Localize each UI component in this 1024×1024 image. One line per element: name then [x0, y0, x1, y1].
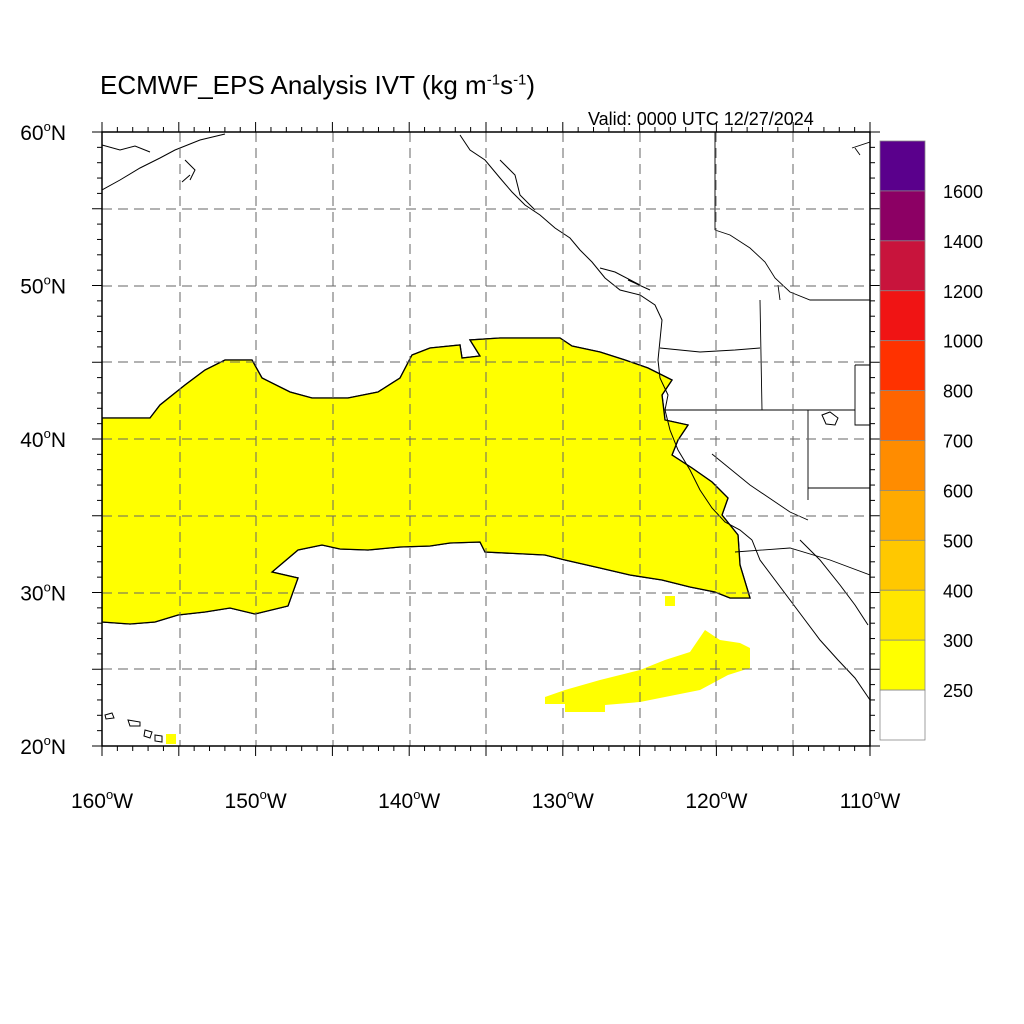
colorbar-label: 700 — [943, 432, 973, 452]
axis-tick-label: 20oN — [20, 733, 66, 759]
chart-title: ECMWF_EPS Analysis IVT (kg m-1s-1) — [100, 70, 536, 100]
axis-tick-label: 40oN — [20, 426, 66, 452]
axis-tick-label: 50oN — [20, 273, 66, 299]
axis-ticks — [92, 122, 880, 756]
colorbar-swatch — [879, 490, 926, 541]
axis-tick-label: 120oW — [685, 787, 747, 813]
coastline-north — [102, 133, 669, 411]
axis-tick-label: 150oW — [225, 787, 287, 813]
colorbar-swatch — [879, 689, 926, 741]
colorbar-label: 1600 — [943, 182, 983, 202]
axis-tick-label: 60oN — [20, 119, 66, 145]
gridlines — [102, 132, 870, 746]
ivt-patch — [665, 596, 675, 606]
hawaii-islands — [104, 712, 163, 743]
colorbar-swatch — [879, 340, 926, 391]
colorbar-swatch — [879, 390, 926, 441]
colorbar-label: 300 — [943, 631, 973, 651]
axis-tick-label: 130oW — [532, 787, 594, 813]
colorbar: 1600 1400 1200 1000 800 700 600 500 400 300 250 — [879, 140, 983, 741]
colorbar-swatch — [879, 639, 926, 691]
colorbar-swatch — [879, 539, 926, 591]
colorbar-label: 600 — [943, 481, 973, 501]
valid-time: Valid: 0000 UTC 12/27/2024 — [588, 109, 814, 129]
longitude-labels: 160oW 150oW 140oW 130oW 120oW 110oW — [71, 787, 901, 813]
ivt-patch — [166, 734, 176, 744]
latitude-labels: 60oN 50oN 40oN 30oN 20oN — [20, 119, 66, 759]
coastline-south — [664, 409, 870, 701]
colorbar-label: 1000 — [943, 332, 983, 352]
axis-tick-label: 30oN — [20, 580, 66, 606]
colorbar-swatch — [879, 190, 926, 242]
colorbar-label: 1200 — [943, 282, 983, 302]
axis-tick-label: 140oW — [378, 787, 440, 813]
borders — [659, 132, 870, 576]
axis-tick-label: 110oW — [840, 787, 901, 813]
colorbar-label: 400 — [943, 581, 973, 601]
map-geography — [102, 132, 870, 743]
utah-lake — [821, 411, 839, 426]
ivt-field — [102, 337, 751, 744]
colorbar-swatch — [879, 290, 926, 342]
colorbar-swatch — [879, 440, 926, 491]
colorbar-label: 250 — [943, 681, 973, 701]
axis-tick-label: 160oW — [71, 787, 133, 813]
colorbar-swatch — [879, 240, 926, 292]
colorbar-swatch — [879, 140, 926, 192]
colorbar-swatch — [879, 589, 926, 641]
colorbar-label: 500 — [943, 531, 973, 551]
colorbar-label: 800 — [943, 382, 973, 402]
ivt-band-250-south — [545, 630, 750, 712]
colorbar-label: 1400 — [943, 232, 983, 252]
